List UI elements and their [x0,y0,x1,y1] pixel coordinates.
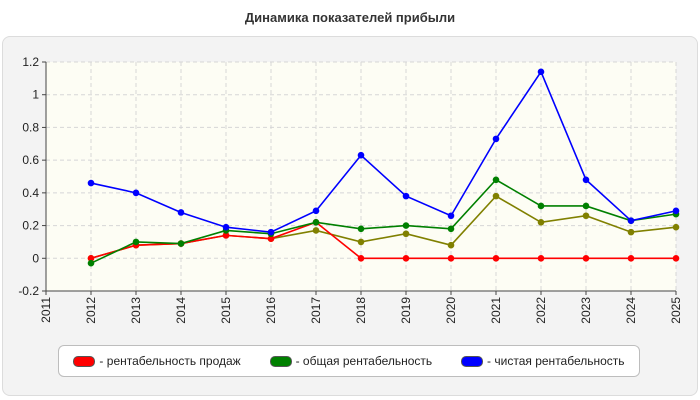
data-point [177,240,185,247]
x-tick-label: 2019 [399,297,413,324]
data-point [402,192,410,200]
y-tick-label: 0.8 [22,120,39,134]
data-point [492,135,500,143]
data-point [672,223,680,231]
data-point [627,228,635,236]
legend-label: - чистая рентабельность [487,354,625,368]
data-point [222,223,230,231]
data-point [582,176,590,184]
data-point [537,202,545,210]
legend-swatch-blue [461,355,484,367]
data-point [447,254,455,262]
x-tick-label: 2022 [534,297,548,324]
chart-title: Динамика показателей прибыли [244,10,456,25]
x-tick-label: 2016 [264,297,278,324]
x-tick-label: 2018 [354,297,368,324]
data-point [537,219,545,226]
data-point [492,176,500,184]
data-point [447,225,455,233]
legend-label: - общая рентабельность [295,354,433,368]
data-point [627,254,635,262]
data-point [357,225,365,233]
data-point [492,192,500,200]
data-point [627,217,635,224]
data-point [267,228,275,236]
data-point [87,254,95,262]
x-tick-label: 2021 [489,297,503,324]
data-point [582,254,590,262]
data-point [582,202,590,210]
data-point [672,254,680,262]
x-tick-label: 2023 [579,297,593,324]
legend-item-sales-margin: - рентабельность продаж [73,354,241,368]
y-tick-label: 1.2 [22,55,39,69]
x-tick-label: 2024 [624,297,638,324]
legend-label: - рентабельность продаж [99,354,241,368]
series-line [90,70,677,233]
data-point [312,219,320,226]
x-tick-label: 2014 [174,297,188,324]
y-tick-label: 0.2 [22,219,39,233]
y-tick-label: 0.6 [22,153,39,167]
data-point [312,227,320,234]
x-tick-label: 2013 [129,297,143,324]
legend-swatch-green [269,355,292,367]
data-point [87,179,95,187]
data-point [87,259,95,267]
data-point [357,151,365,159]
data-point [447,212,455,220]
x-tick-label: 2017 [309,297,323,324]
data-point [537,68,545,76]
data-point [357,238,365,246]
series-layer [87,68,680,267]
y-tick-label: 0 [32,251,39,265]
y-tick-label: 1 [32,88,39,102]
x-tick-label: 2012 [84,297,98,324]
y-axis-ticks: 1.2 1 0.8 0.6 0.4 0.2 0 -0.2 [18,55,46,298]
legend-item-net-margin: - чистая рентабельность [461,354,625,368]
x-axis-ticks: 2011 2012 2013 2014 2015 2016 2017 2018 2019 2020… [39,291,683,324]
series-line [90,178,677,264]
y-tick-label: 0.4 [22,186,39,200]
legend: - рентабельность продаж - общая рентабел… [58,345,640,377]
data-point [222,232,230,239]
data-point [312,207,320,215]
x-tick-label: 2011 [39,297,53,323]
data-point [672,207,680,215]
data-point [537,254,545,262]
data-point [582,212,590,220]
series-2 [87,68,680,236]
data-point [402,254,410,262]
data-point [132,189,140,197]
data-point [492,254,500,262]
legend-swatch-red [73,355,96,367]
data-point [132,238,140,246]
data-point [267,235,275,242]
data-point [357,254,365,262]
data-point [177,209,185,216]
data-point [447,241,455,249]
x-tick-label: 2020 [444,297,458,324]
data-point [402,230,410,238]
x-tick-label: 2015 [219,297,233,324]
legend-item-total-margin: - общая рентабельность [269,354,433,368]
data-point [402,222,410,229]
y-tick-label: -0.2 [18,284,39,298]
x-tick-label: 2025 [669,297,683,324]
